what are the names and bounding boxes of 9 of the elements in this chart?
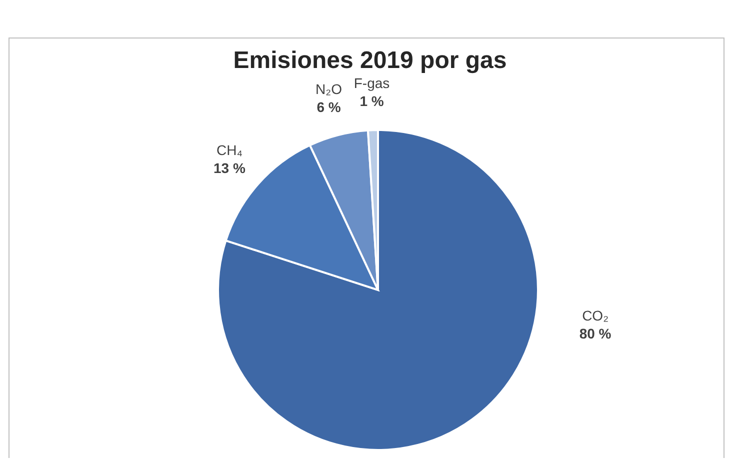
chart-title: Emisiones 2019 por gas: [233, 47, 507, 74]
slice-label: CO₂: [582, 307, 609, 324]
slice-label: CH₄: [216, 142, 243, 158]
slice-label: N₂O: [316, 81, 342, 98]
data-label: 6 %: [316, 99, 342, 116]
slice-label: F-gas: [354, 75, 390, 92]
data-label: 1 %: [360, 93, 384, 110]
data-label: 13 %: [214, 160, 246, 176]
data-label: 80 %: [579, 325, 612, 342]
